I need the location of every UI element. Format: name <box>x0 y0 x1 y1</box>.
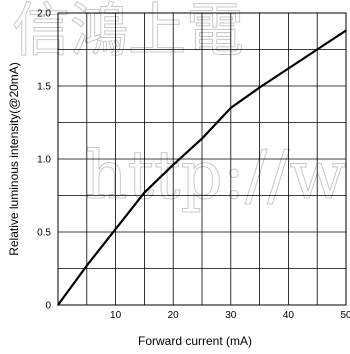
y-tick-label: 0.5 <box>37 228 51 239</box>
data-point <box>172 164 174 166</box>
y-tick-label: 1.5 <box>37 82 51 93</box>
watermark-text-top: 信鴻上電 <box>12 0 244 64</box>
y-axis-label: Relative luminous intensity(@20mA) <box>7 62 21 256</box>
y-tick-label: 0 <box>45 301 51 312</box>
data-point <box>316 48 319 51</box>
data-point <box>57 304 59 306</box>
data-point <box>86 264 88 267</box>
tick-labels: 10 20 30 40 50 0 0.5 1.0 1.5 2.0 <box>37 9 350 322</box>
x-tick-label: 20 <box>168 310 180 321</box>
data-point <box>258 86 261 89</box>
x-tick-label: 40 <box>283 310 295 321</box>
series <box>57 29 347 306</box>
data-point <box>345 29 347 32</box>
y-tick-label: 1.0 <box>37 155 51 166</box>
x-tick-label: 10 <box>110 310 122 321</box>
data-point <box>201 137 203 140</box>
x-axis-label: Forward current (mA) <box>138 334 252 348</box>
x-tick-label: 30 <box>225 310 237 321</box>
data-point <box>287 67 290 70</box>
data-point <box>230 107 232 109</box>
plot-frame <box>57 12 347 306</box>
y-tick-label: 2.0 <box>37 9 51 20</box>
data-point <box>114 228 117 230</box>
watermark-text-bottom: http://w <box>85 137 346 214</box>
x-tick-label: 50 <box>340 310 350 321</box>
grid <box>58 13 346 305</box>
watermark: 信鴻上電 http://w <box>12 0 347 215</box>
data-point <box>143 191 146 194</box>
